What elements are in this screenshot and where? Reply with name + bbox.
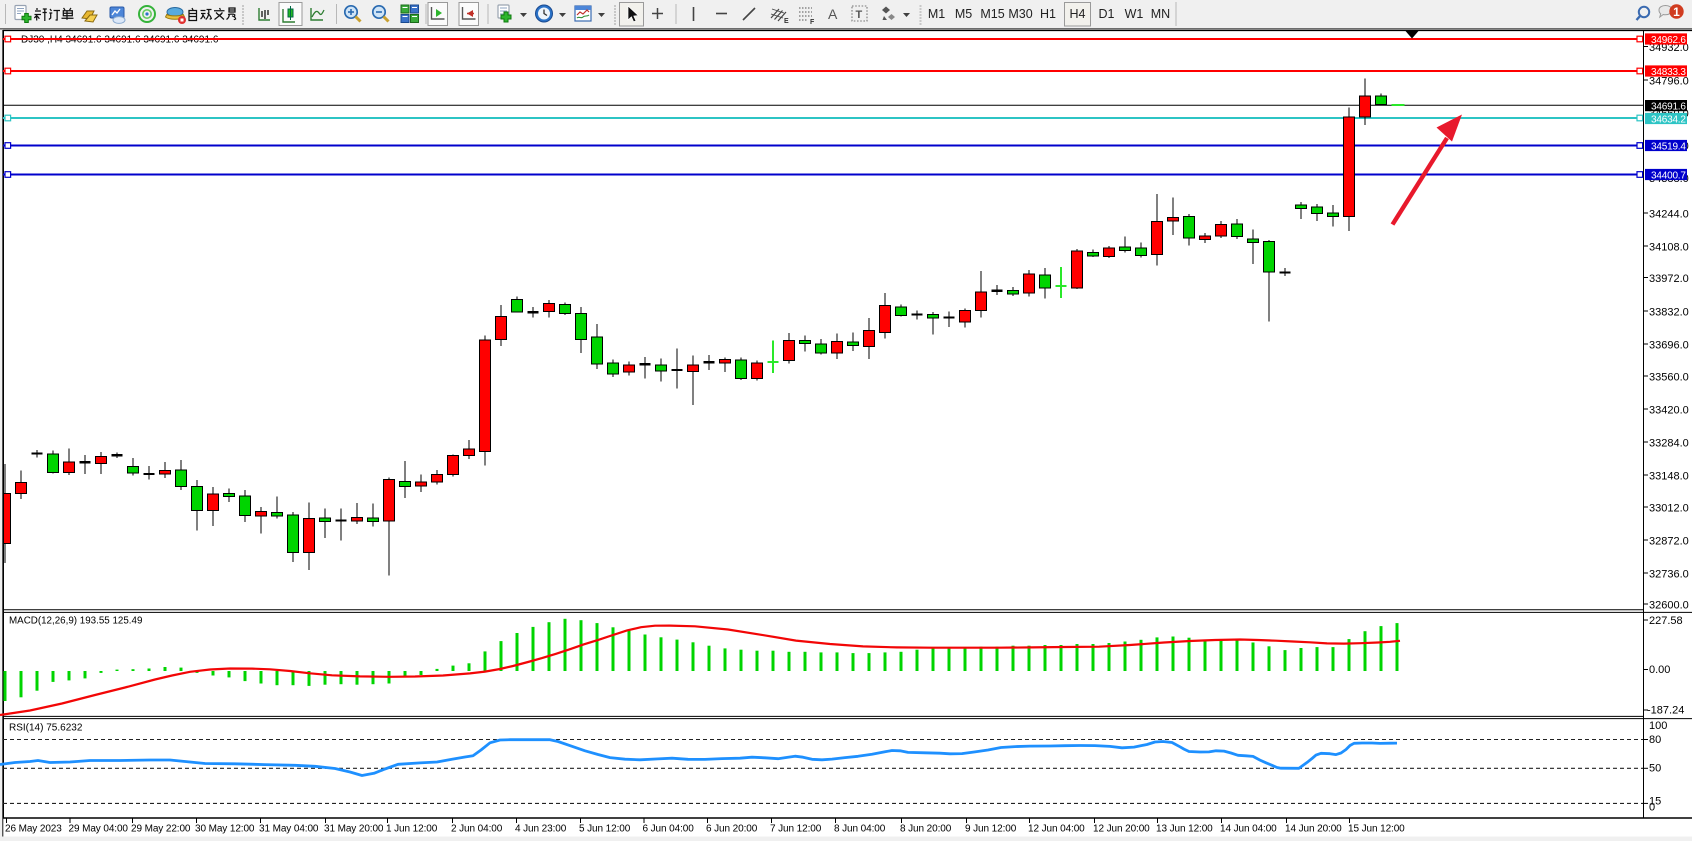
svg-text:MN: MN: [1151, 7, 1170, 21]
svg-text:RSI(14) 75.6232: RSI(14) 75.6232: [9, 723, 83, 734]
svg-text:33012.0: 33012.0: [1649, 502, 1689, 514]
svg-text:14 Jun 20:00: 14 Jun 20:00: [1285, 824, 1342, 835]
svg-text:34796.0: 34796.0: [1649, 75, 1689, 87]
svg-text:M30: M30: [1008, 7, 1032, 21]
svg-text:6 Jun 20:00: 6 Jun 20:00: [706, 824, 758, 835]
svg-text:26 May 2023: 26 May 2023: [5, 824, 62, 835]
svg-text:34244.0: 34244.0: [1649, 208, 1689, 220]
svg-text:31 May 20:00: 31 May 20:00: [324, 824, 384, 835]
svg-text:9 Jun 12:00: 9 Jun 12:00: [965, 824, 1017, 835]
svg-text:13 Jun 12:00: 13 Jun 12:00: [1156, 824, 1213, 835]
svg-text:T: T: [856, 9, 863, 21]
svg-text:D1: D1: [1099, 7, 1115, 21]
svg-text:1 Jun 12:00: 1 Jun 12:00: [386, 824, 438, 835]
svg-text:A: A: [828, 6, 838, 22]
svg-text:8 Jun 04:00: 8 Jun 04:00: [834, 824, 886, 835]
svg-text:29 May 04:00: 29 May 04:00: [69, 824, 129, 835]
svg-text:-187.24: -187.24: [1647, 705, 1684, 717]
svg-text:33972.0: 33972.0: [1649, 273, 1689, 285]
svg-text:14 Jun 04:00: 14 Jun 04:00: [1220, 824, 1277, 835]
svg-text:34691.6: 34691.6: [1651, 102, 1686, 113]
svg-text:32872.0: 32872.0: [1649, 535, 1689, 547]
svg-text:33148.0: 33148.0: [1649, 470, 1689, 482]
svg-text:34932.0: 34932.0: [1649, 42, 1689, 54]
svg-text:34962.6: 34962.6: [1651, 35, 1686, 46]
svg-text:80: 80: [1649, 734, 1661, 746]
svg-text:E: E: [784, 18, 789, 25]
svg-text:34634.2: 34634.2: [1651, 115, 1686, 126]
svg-text:34400.7: 34400.7: [1651, 171, 1686, 182]
svg-text:34108.0: 34108.0: [1649, 241, 1689, 253]
svg-text:29 May 22:00: 29 May 22:00: [131, 824, 191, 835]
svg-text:0: 0: [1649, 802, 1655, 814]
svg-text:33832.0: 33832.0: [1649, 306, 1689, 318]
svg-text:2 Jun 04:00: 2 Jun 04:00: [451, 824, 503, 835]
svg-text:32736.0: 32736.0: [1649, 568, 1689, 580]
svg-text:33696.0: 33696.0: [1649, 339, 1689, 351]
svg-text:5 Jun 12:00: 5 Jun 12:00: [579, 824, 631, 835]
svg-text:7 Jun 12:00: 7 Jun 12:00: [770, 824, 822, 835]
svg-text:H4: H4: [1070, 7, 1086, 21]
svg-text:M15: M15: [980, 7, 1004, 21]
svg-text:0.00: 0.00: [1649, 664, 1670, 676]
svg-text:F: F: [810, 19, 815, 26]
svg-text:31 May 04:00: 31 May 04:00: [259, 824, 319, 835]
svg-text:1: 1: [1673, 5, 1680, 19]
svg-text:34519.4: 34519.4: [1651, 142, 1686, 153]
svg-text:33560.0: 33560.0: [1649, 371, 1689, 383]
svg-text:W1: W1: [1125, 7, 1144, 21]
svg-text:6 Jun 04:00: 6 Jun 04:00: [643, 824, 695, 835]
svg-text:227.58: 227.58: [1649, 615, 1683, 627]
svg-text:100: 100: [1649, 720, 1667, 732]
svg-text:12 Jun 20:00: 12 Jun 20:00: [1093, 824, 1150, 835]
svg-text:M1: M1: [928, 7, 945, 21]
svg-text:15: 15: [1649, 796, 1661, 808]
svg-text:8 Jun 20:00: 8 Jun 20:00: [900, 824, 952, 835]
svg-text:33284.0: 33284.0: [1649, 437, 1689, 449]
svg-text:M5: M5: [955, 7, 972, 21]
svg-text:MACD(12,26,9) 193.55 125.49: MACD(12,26,9) 193.55 125.49: [9, 616, 142, 627]
svg-text:32600.0: 32600.0: [1649, 599, 1689, 611]
svg-text:50: 50: [1649, 763, 1661, 775]
svg-text:12 Jun 04:00: 12 Jun 04:00: [1028, 824, 1085, 835]
svg-text:4 Jun 23:00: 4 Jun 23:00: [515, 824, 567, 835]
svg-text:30 May 12:00: 30 May 12:00: [195, 824, 255, 835]
svg-text:34833.3: 34833.3: [1651, 67, 1686, 78]
svg-text:33420.0: 33420.0: [1649, 404, 1689, 416]
svg-text:H1: H1: [1040, 7, 1056, 21]
svg-text:15 Jun 12:00: 15 Jun 12:00: [1348, 824, 1405, 835]
